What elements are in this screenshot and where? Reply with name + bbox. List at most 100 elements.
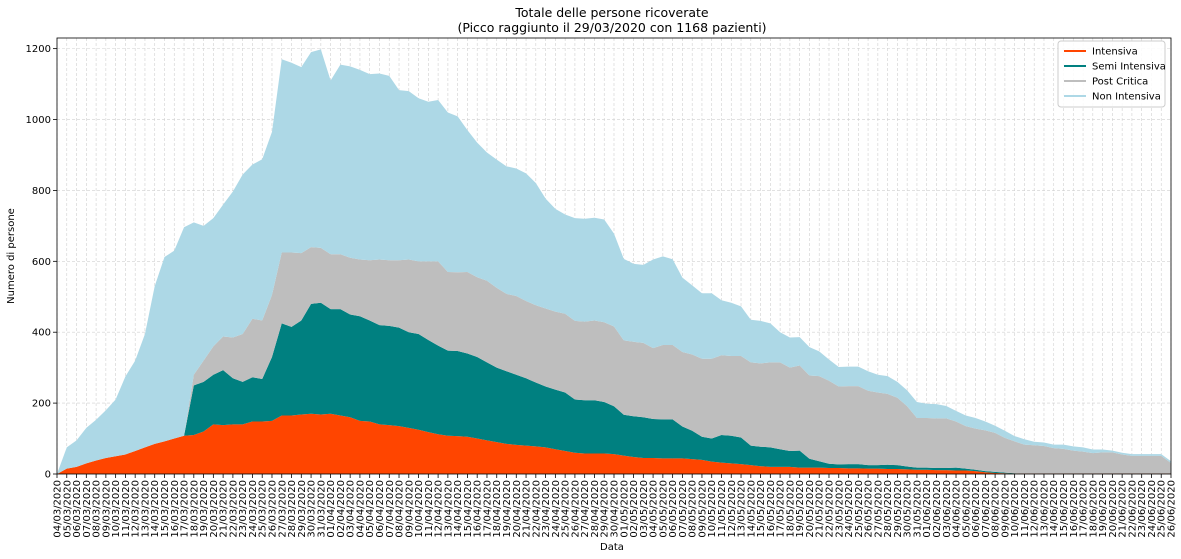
x-tick-label: 29/03/2020 [297,480,308,538]
y-tick-label: 0 [45,470,51,481]
x-tick-label: 04/06/2020 [952,480,963,538]
x-tick-label: 25/05/2020 [854,480,865,538]
x-tick-label: 22/05/2020 [824,480,835,538]
x-tick-label: 20/04/2020 [512,480,523,538]
x-tick-label: 24/06/2020 [1147,480,1158,538]
x-tick-label: 31/03/2020 [316,480,327,538]
x-tick-label: 05/04/2020 [365,480,376,538]
legend-box [1057,40,1166,108]
x-tick-label: 30/05/2020 [903,480,914,538]
x-axis: 04/03/202005/03/202006/03/202007/03/2020… [53,474,1178,538]
x-tick-label: 07/03/2020 [82,480,93,538]
x-tick-label: 10/05/2020 [707,480,718,538]
x-tick-label: 30/04/2020 [610,480,621,538]
x-tick-label: 07/05/2020 [678,480,689,538]
x-tick-label: 03/05/2020 [639,480,650,538]
x-tick-label: 13/04/2020 [443,480,454,538]
y-tick-label: 600 [32,257,51,268]
x-tick-label: 06/03/2020 [72,480,83,538]
x-tick-label: 10/03/2020 [111,480,122,538]
x-tick-label: 23/04/2020 [541,480,552,538]
x-tick-label: 26/03/2020 [267,480,278,538]
x-tick-label: 16/06/2020 [1069,480,1080,538]
x-tick-label: 07/04/2020 [385,480,396,538]
legend: Intensiva Semi Intensiva Post Critica Non I… [1057,40,1166,108]
x-tick-label: 20/05/2020 [805,480,816,538]
area-semi-intensiva [57,302,1171,474]
x-tick-label: 14/05/2020 [746,480,757,538]
x-tick-label: 29/04/2020 [600,480,611,538]
x-tick-label: 23/06/2020 [1137,480,1148,538]
x-tick-label: 09/06/2020 [1000,480,1011,538]
x-tick-label: 30/03/2020 [307,480,318,538]
x-tick-label: 29/05/2020 [893,480,904,538]
x-tick-label: 21/03/2020 [219,480,230,538]
chart-title: Totale delle persone ricoverate [514,5,709,20]
x-tick-label: 17/04/2020 [482,480,493,538]
x-tick-label: 28/04/2020 [590,480,601,538]
x-tick-label: 31/05/2020 [912,480,923,538]
x-tick-label: 04/04/2020 [355,480,366,538]
x-tick-label: 25/04/2020 [561,480,572,538]
x-tick-label: 15/05/2020 [756,480,767,538]
x-tick-label: 01/04/2020 [326,480,337,538]
x-tick-label: 21/04/2020 [522,480,533,538]
x-tick-label: 11/06/2020 [1020,480,1031,538]
x-tick-label: 21/06/2020 [1118,480,1129,538]
x-tick-label: 26/04/2020 [570,480,581,538]
x-tick-label: 08/04/2020 [395,480,406,538]
x-tick-label: 04/05/2020 [649,480,660,538]
x-tick-label: 27/04/2020 [580,480,591,538]
x-tick-label: 17/05/2020 [776,480,787,538]
x-tick-label: 05/06/2020 [961,480,972,538]
x-tick-label: 19/03/2020 [199,480,210,538]
x-tick-label: 18/05/2020 [785,480,796,538]
x-tick-label: 23/03/2020 [238,480,249,538]
x-tick-label: 12/03/2020 [131,480,142,538]
x-tick-label: 11/03/2020 [121,480,132,538]
x-tick-label: 01/06/2020 [922,480,933,538]
x-tick-label: 28/03/2020 [287,480,298,538]
x-tick-label: 23/05/2020 [834,480,845,538]
x-tick-label: 22/03/2020 [228,480,239,538]
x-tick-label: 15/04/2020 [463,480,474,538]
x-tick-label: 13/05/2020 [737,480,748,538]
x-tick-label: 08/05/2020 [688,480,699,538]
x-tick-label: 09/03/2020 [101,480,112,538]
x-tick-label: 14/06/2020 [1049,480,1060,538]
x-tick-label: 03/04/2020 [346,480,357,538]
x-tick-label: 18/03/2020 [189,480,200,538]
x-tick-label: 24/04/2020 [551,480,562,538]
y-tick-label: 400 [32,328,51,339]
x-tick-label: 05/05/2020 [658,480,669,538]
x-tick-label: 08/06/2020 [991,480,1002,538]
x-tick-label: 26/05/2020 [864,480,875,538]
x-tick-label: 17/03/2020 [180,480,191,538]
y-tick-label: 1000 [26,115,51,126]
x-tick-label: 27/03/2020 [277,480,288,538]
x-tick-label: 16/05/2020 [766,480,777,538]
x-tick-label: 10/04/2020 [414,480,425,538]
x-tick-label: 07/06/2020 [981,480,992,538]
y-axis: 0 200 400 600 800 1000 1200 [26,44,57,481]
y-tick-label: 200 [32,399,51,410]
x-tick-label: 20/06/2020 [1108,480,1119,538]
x-tick-label: 12/05/2020 [727,480,738,538]
x-tick-label: 15/06/2020 [1059,480,1070,538]
x-tick-label: 14/04/2020 [453,480,464,538]
x-tick-label: 28/05/2020 [883,480,894,538]
x-tick-label: 27/05/2020 [873,480,884,538]
x-tick-label: 11/04/2020 [424,480,435,538]
x-tick-label: 09/04/2020 [404,480,415,538]
legend-label: Non Intensiva [1092,92,1161,103]
legend-label: Intensiva [1092,47,1138,58]
x-tick-label: 09/05/2020 [697,480,708,538]
x-tick-label: 22/04/2020 [531,480,542,538]
x-tick-label: 15/03/2020 [160,480,171,538]
y-axis-label: Numero di persone [6,208,17,304]
x-tick-label: 19/04/2020 [502,480,513,538]
x-tick-label: 02/06/2020 [932,480,943,538]
x-tick-label: 13/06/2020 [1039,480,1050,538]
x-tick-label: 11/05/2020 [717,480,728,538]
area-intensiva [57,413,1171,474]
